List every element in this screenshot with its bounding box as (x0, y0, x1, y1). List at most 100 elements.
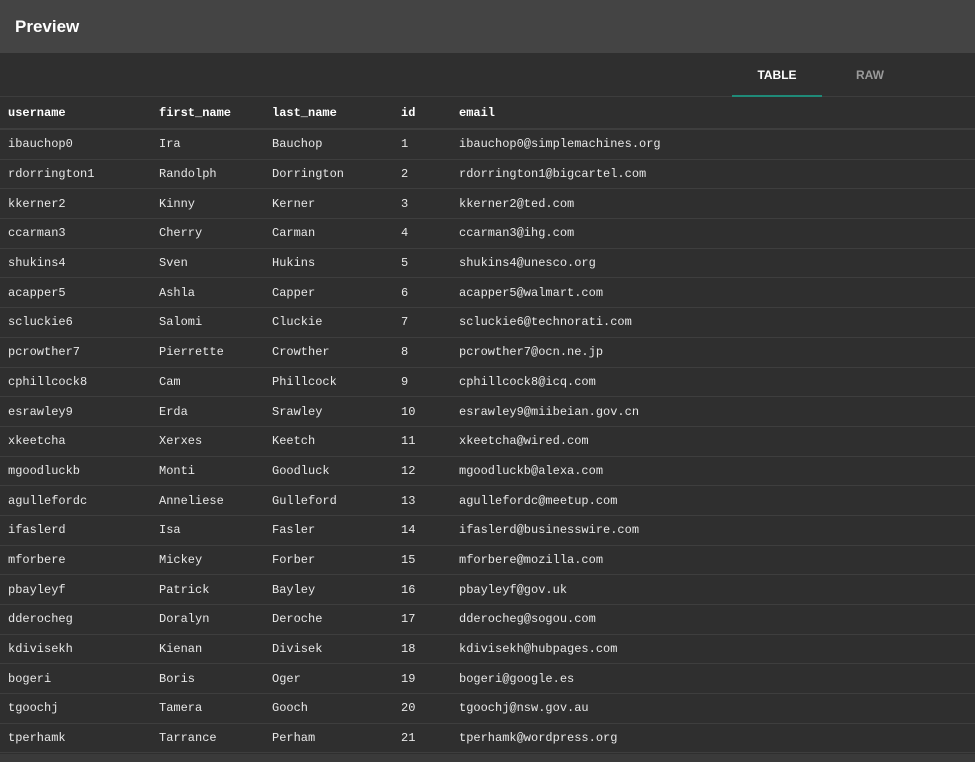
cell-id: 6 (401, 277, 459, 309)
table-row[interactable]: mforbere Mickey Forber 15 mforbere@mozilla.c… (0, 545, 975, 576)
horizontal-scrollbar[interactable] (0, 754, 975, 762)
cell-first-name: Tamera (159, 693, 272, 724)
cell-email: agullefordc@meetup.com (459, 485, 975, 516)
column-header-email[interactable]: email (459, 97, 975, 130)
cell-email: dderocheg@sogou.com (459, 604, 975, 635)
cell-username: dderocheg (0, 604, 159, 635)
cell-username: pbayleyf (0, 574, 159, 605)
table-row[interactable]: acapper5 Ashla Capper 6 acapper5@walmart.com (0, 277, 975, 309)
table-row[interactable]: kdivisekh Kienan Divisek 18 kdivisekh@hubpag… (0, 634, 975, 665)
table-row[interactable]: ifaslerd Isa Fasler 14 ifaslerd@businesswire… (0, 515, 975, 546)
cell-email: kdivisekh@hubpages.com (459, 634, 975, 665)
column-header-last-name[interactable]: last_name (272, 97, 401, 130)
table-row[interactable]: agullefordc Anneliese Gulleford 13 agullefor… (0, 485, 975, 516)
table-row[interactable]: mgoodluckb Monti Goodluck 12 mgoodluckb@alex… (0, 456, 975, 487)
table-row[interactable]: dderocheg Doralyn Deroche 17 dderocheg@sogou… (0, 604, 975, 635)
cell-last-name: Gooch (272, 693, 401, 724)
table-row[interactable]: tperhamk Tarrance Perham 21 tperhamk@wordpre… (0, 723, 975, 754)
table-row[interactable]: pcrowther7 Pierrette Crowther 8 pcrowther7@o… (0, 337, 975, 368)
cell-last-name: Oger (272, 663, 401, 695)
cell-first-name: Ira (159, 129, 272, 160)
cell-username: kkerner2 (0, 188, 159, 220)
cell-first-name: Cherry (159, 218, 272, 249)
table-row[interactable]: scluckie6 Salomi Cluckie 7 scluckie6@technor… (0, 307, 975, 338)
cell-email: bogeri@google.es (459, 663, 975, 695)
cell-id: 21 (401, 723, 459, 754)
table-row[interactable]: xkeetcha Xerxes Keetch 11 xkeetcha@wired.com (0, 426, 975, 457)
cell-email: scluckie6@technorati.com (459, 307, 975, 338)
tab-raw[interactable]: RAW (856, 67, 884, 82)
table-row[interactable]: shukins4 Sven Hukins 5 shukins4@unesco.org (0, 248, 975, 279)
table-row[interactable]: bogeri Boris Oger 19 bogeri@google.es (0, 663, 975, 695)
cell-email: esrawley9@miibeian.gov.cn (459, 396, 975, 427)
cell-id: 18 (401, 634, 459, 665)
cell-first-name: Pierrette (159, 337, 272, 368)
cell-last-name: Divisek (272, 634, 401, 665)
table-row[interactable]: cphillcock8 Cam Phillcock 9 cphillcock8@icq.… (0, 367, 975, 398)
cell-id: 13 (401, 485, 459, 516)
cell-username: cphillcock8 (0, 367, 159, 398)
cell-id: 3 (401, 188, 459, 220)
cell-last-name: Keetch (272, 426, 401, 457)
cell-username: ifaslerd (0, 515, 159, 546)
cell-last-name: Srawley (272, 396, 401, 427)
cell-last-name: Bauchop (272, 129, 401, 160)
cell-username: scluckie6 (0, 307, 159, 338)
cell-first-name: Isa (159, 515, 272, 546)
cell-username: rdorrington1 (0, 159, 159, 190)
cell-id: 11 (401, 426, 459, 457)
cell-last-name: Bayley (272, 574, 401, 605)
cell-last-name: Crowther (272, 337, 401, 368)
cell-id: 17 (401, 604, 459, 635)
cell-email: ccarman3@ihg.com (459, 218, 975, 249)
cell-first-name: Ashla (159, 277, 272, 309)
cell-email: cphillcock8@icq.com (459, 367, 975, 398)
table-row[interactable]: tgoochj Tamera Gooch 20 tgoochj@nsw.gov.au (0, 693, 975, 724)
cell-first-name: Erda (159, 396, 272, 427)
column-header-username[interactable]: username (0, 97, 159, 130)
cell-id: 10 (401, 396, 459, 427)
cell-last-name: Perham (272, 723, 401, 754)
tab-table[interactable]: TABLE (732, 53, 822, 97)
cell-first-name: Xerxes (159, 426, 272, 457)
cell-id: 15 (401, 545, 459, 576)
cell-last-name: Goodluck (272, 456, 401, 487)
column-header-first-name[interactable]: first_name (159, 97, 272, 130)
table-row[interactable]: ibauchop0 Ira Bauchop 1 ibauchop0@simplemach… (0, 129, 975, 160)
cell-username: tgoochj (0, 693, 159, 724)
cell-id: 20 (401, 693, 459, 724)
cell-username: agullefordc (0, 485, 159, 516)
column-header-id[interactable]: id (401, 97, 459, 130)
cell-last-name: Cluckie (272, 307, 401, 338)
cell-last-name: Fasler (272, 515, 401, 546)
table-header-row: username first_name last_name id email (0, 97, 975, 130)
cell-email: tgoochj@nsw.gov.au (459, 693, 975, 724)
cell-email: rdorrington1@bigcartel.com (459, 159, 975, 190)
table-row[interactable]: kkerner2 Kinny Kerner 3 kkerner2@ted.com (0, 188, 975, 220)
table-row[interactable]: rdorrington1 Randolph Dorrington 2 rdorringt… (0, 159, 975, 190)
cell-email: kkerner2@ted.com (459, 188, 975, 220)
cell-id: 14 (401, 515, 459, 546)
table-row[interactable]: ccarman3 Cherry Carman 4 ccarman3@ihg.com (0, 218, 975, 249)
cell-first-name: Kienan (159, 634, 272, 665)
cell-last-name: Hukins (272, 248, 401, 279)
cell-username: pcrowther7 (0, 337, 159, 368)
cell-id: 8 (401, 337, 459, 368)
cell-first-name: Salomi (159, 307, 272, 338)
data-table: username first_name last_name id email ibauc… (0, 97, 975, 754)
cell-first-name: Randolph (159, 159, 272, 190)
cell-username: mforbere (0, 545, 159, 576)
cell-last-name: Gulleford (272, 485, 401, 516)
table-row[interactable]: esrawley9 Erda Srawley 10 esrawley9@miibeian… (0, 396, 975, 427)
cell-first-name: Boris (159, 663, 272, 695)
cell-first-name: Cam (159, 367, 272, 398)
cell-first-name: Tarrance (159, 723, 272, 754)
cell-email: mgoodluckb@alexa.com (459, 456, 975, 487)
cell-email: acapper5@walmart.com (459, 277, 975, 309)
cell-first-name: Kinny (159, 188, 272, 220)
cell-id: 16 (401, 574, 459, 605)
cell-first-name: Monti (159, 456, 272, 487)
table-row[interactable]: pbayleyf Patrick Bayley 16 pbayleyf@gov.uk (0, 574, 975, 605)
cell-username: shukins4 (0, 248, 159, 279)
cell-email: tperhamk@wordpress.org (459, 723, 975, 754)
